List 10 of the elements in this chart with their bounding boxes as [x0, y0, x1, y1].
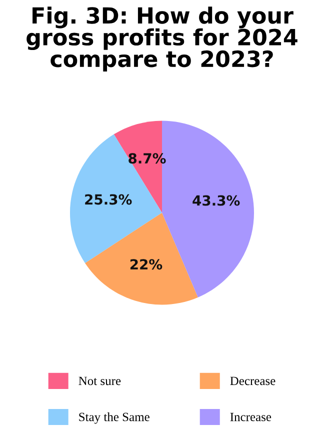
data-label: 25.3% [85, 194, 132, 205]
legend-label: Stay the Same [79, 412, 150, 424]
data-label: 22% [130, 259, 162, 270]
legend-label: Increase [230, 412, 272, 422]
legend-label: Decrease [230, 376, 276, 386]
chart-title: Fig. 3D: How do your gross profits for 2024 compare to 2023? [26, 6, 298, 72]
legend-label: Not sure [78, 376, 121, 386]
pie-slice [85, 212, 198, 305]
data-label: 8.7% [128, 153, 166, 164]
data-label: 43.3% [192, 195, 240, 206]
